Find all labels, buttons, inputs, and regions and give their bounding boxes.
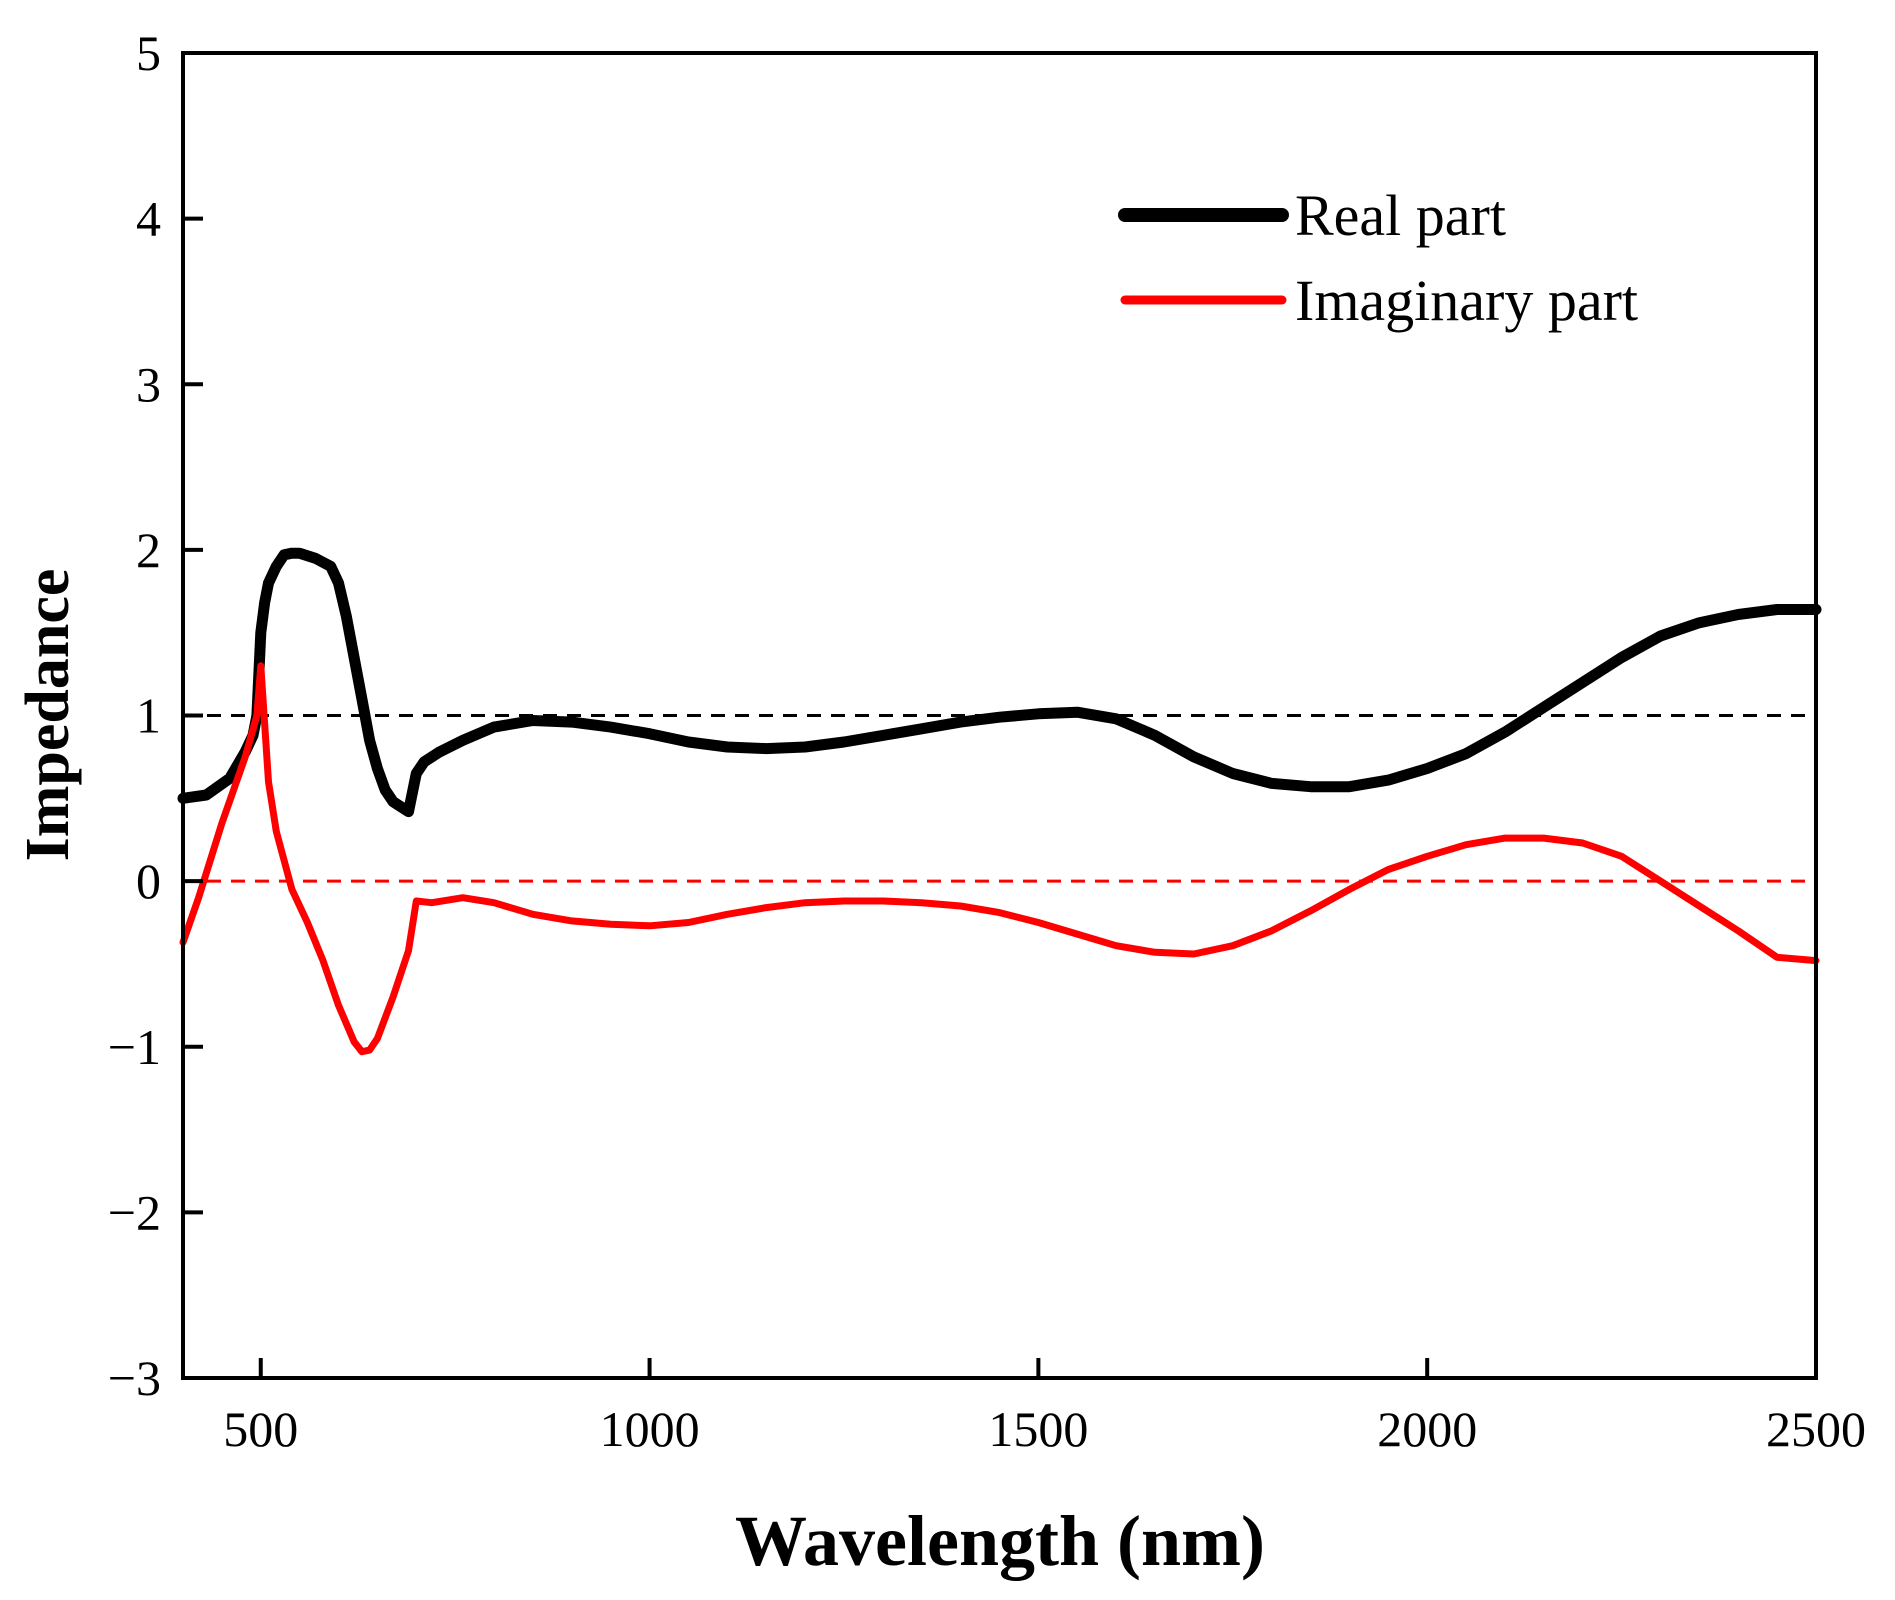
- y-tick-label: 3: [136, 356, 161, 412]
- legend: Real part Imaginary part: [1118, 183, 1638, 333]
- y-tick-label: −2: [108, 1184, 161, 1240]
- y-tick-label: −3: [108, 1350, 161, 1406]
- x-axis-title: Wavelength (nm): [735, 1501, 1265, 1581]
- x-tick-label: 1000: [600, 1401, 700, 1457]
- x-tick-label: 2000: [1377, 1401, 1477, 1457]
- legend-label-real: Real part: [1295, 183, 1506, 248]
- imaginary-part-line: [179, 662, 1820, 1056]
- y-tick-label: 1: [136, 688, 161, 744]
- real-part-line: [177, 547, 1822, 818]
- legend-label-imaginary: Imaginary part: [1295, 268, 1638, 333]
- x-tick-label: 2500: [1766, 1401, 1866, 1457]
- y-tick-label: 5: [136, 25, 161, 81]
- y-tick-label: −1: [108, 1019, 161, 1075]
- y-tick-label: 0: [136, 853, 161, 909]
- x-tick-label: 1500: [988, 1401, 1088, 1457]
- y-tick-label: 4: [136, 191, 161, 247]
- y-tick-label: 2: [136, 522, 161, 578]
- y-axis-title: Impedance: [14, 569, 82, 862]
- x-tick-label: 500: [223, 1401, 298, 1457]
